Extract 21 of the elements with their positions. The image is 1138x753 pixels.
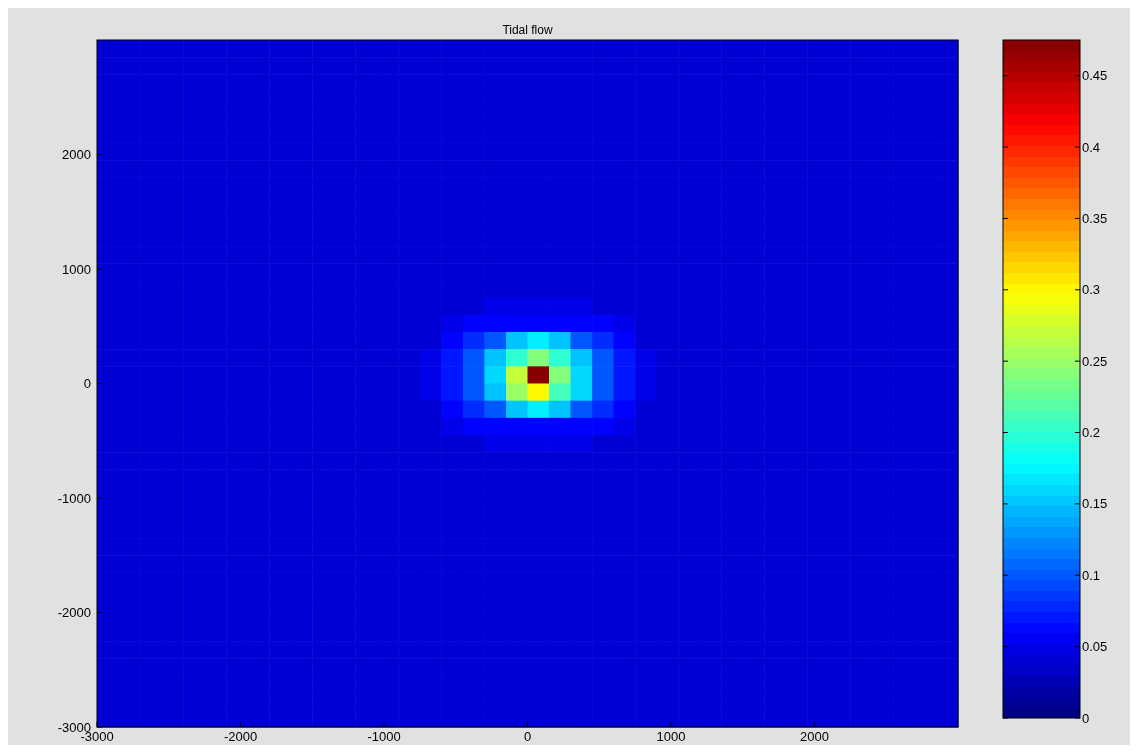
x-tick-label: -1000 (367, 729, 401, 744)
color-bar-label: 0.25 (1082, 353, 1108, 369)
color-bar-label: 0.05 (1082, 639, 1108, 655)
x-tick-label: 2000 (800, 729, 829, 744)
x-tick-label: 0 (523, 729, 532, 744)
y-tick-label: 0 (83, 376, 91, 392)
color-bar-label: 0 (1082, 710, 1090, 726)
y-tick-label: -2000 (57, 605, 91, 621)
x-tick-label: 1000 (656, 729, 686, 744)
chart-title: Tidal flow (502, 23, 553, 37)
color-bar-label: 0.45 (1082, 68, 1108, 84)
color-bar-label: 0.15 (1082, 496, 1108, 512)
color-bar-label: 0.4 (1082, 139, 1101, 155)
color-bar-label: 0.3 (1082, 282, 1101, 298)
color-bar-label: 0.2 (1082, 425, 1101, 441)
x-tick-label: -2000 (223, 729, 258, 744)
color-bar-label: 0.1 (1082, 567, 1101, 583)
color-bar-label: 0.35 (1082, 210, 1108, 226)
y-tick-label: -1000 (57, 490, 91, 506)
y-tick-label: 2000 (62, 147, 91, 163)
y-tick-label: 1000 (62, 261, 91, 277)
